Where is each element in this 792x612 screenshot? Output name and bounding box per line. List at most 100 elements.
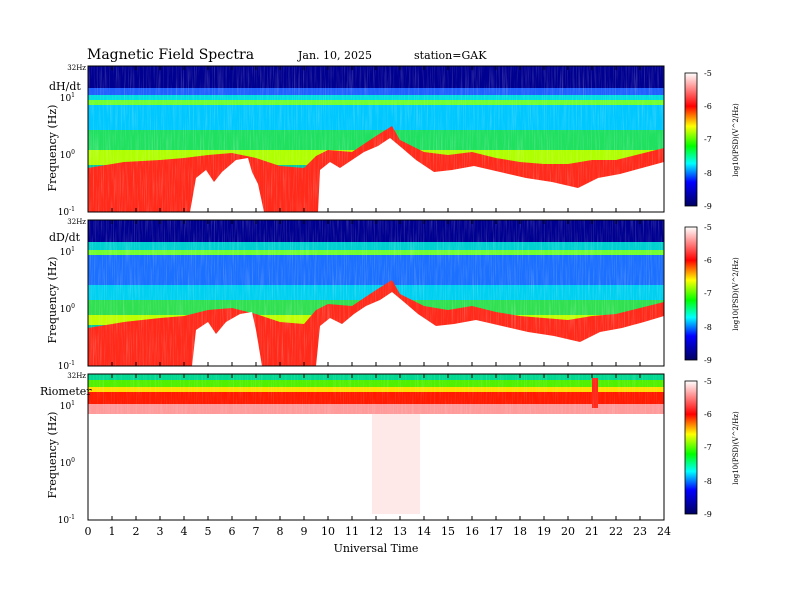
station-label: station=GAK [414,49,487,62]
ytick-10p1-dhdt: 101 [60,92,75,104]
x-tick-label: 7 [253,525,260,538]
x-axis-title: Universal Time [334,542,419,555]
colorbar-dddt-label: log10(PSD)(V^2/Hz) [732,257,740,331]
ytick-base: 10 [60,94,72,104]
ytick-10p0-dddt: 100 [60,303,75,315]
colorbar-dhdt: -5 -6 -7 -8 -9 log10(PSD)(V^2/Hz) [684,69,740,211]
ytick-exp: -1 [69,206,75,213]
ytick-base: 10 [58,516,70,526]
ytick-base: 10 [60,248,72,258]
x-tick-label: 17 [489,525,503,538]
ylabel-top-riometer: 32Hz [67,372,86,380]
colorbar-dhdt-tick-m8: -8 [704,169,712,178]
x-tick-label: 16 [465,525,479,538]
colorbar-riometer-tick-m9: -9 [704,510,712,519]
colorbar-dddt-tick-m9: -9 [704,356,712,365]
x-tick-label: 5 [205,525,212,538]
ylabel-dddt: Frequency (Hz) [46,257,59,344]
colorbar-dddt-scale [684,226,698,361]
x-axis-ticks: 0 1 2 3 4 5 6 7 8 9 10 11 12 13 14 15 16 17 18 19 20 21 22 23 24 [85,66,671,538]
panel-dhdt: dH/dt 32Hz 101 100 10-1 Frequency (Hz) [46,64,665,218]
colorbar-riometer-tick-m5: -5 [704,377,712,386]
x-tick-label: 10 [321,525,335,538]
x-tick-label: 3 [157,525,164,538]
storm-streaks-riometer [372,414,420,514]
ylabel-riometer: Frequency (Hz) [46,412,59,499]
colorbar-dhdt-tick-m9: -9 [704,202,712,211]
ytick-exp: 0 [71,457,75,464]
x-tick-label: 19 [537,525,551,538]
x-tick-label: 13 [393,525,407,538]
colorbar-riometer-tick-m7: -7 [704,443,712,452]
colorbar-riometer-scale [684,380,698,515]
ytick-exp: 0 [71,149,75,156]
ytick-exp: 0 [71,303,75,310]
spectrogram-dhdt [88,66,664,212]
colorbar-riometer-tick-m6: -6 [704,410,712,419]
x-tick-label: 24 [657,525,671,538]
panel-riometer: Riometer 32Hz 101 100 10-1 Frequency (Hz… [40,372,665,526]
date-label: Jan. 10, 2025 [297,49,372,62]
colorbar-riometer-tick-m8: -8 [704,477,712,486]
colorbar-dhdt-label: log10(PSD)(V^2/Hz) [732,103,740,177]
ytick-base: 10 [60,305,72,315]
colorbar-dddt-tick-m8: -8 [704,323,712,332]
ytick-exp: -1 [69,360,75,367]
ylabel-top-dhdt: 32Hz [67,64,86,72]
x-tick-label: 12 [369,525,383,538]
colorbar-dhdt-tick-m5: -5 [704,69,712,78]
ytick-10p0-dhdt: 100 [60,149,75,161]
panel-label-dddt: dD/dt [49,231,81,244]
colorbar-dddt: -5 -6 -7 -8 -9 log10(PSD)(V^2/Hz) [684,223,740,365]
colorbar-dhdt-scale [684,72,698,207]
ylabel-dhdt: Frequency (Hz) [46,105,59,192]
spectrogram-dddt [88,220,664,366]
x-tick-label: 21 [585,525,599,538]
ytick-10m1-dddt: 10-1 [58,360,75,372]
colorbar-riometer: -5 -6 -7 -8 -9 log10(PSD)(V^2/Hz) [684,377,740,519]
ytick-base: 10 [60,151,72,161]
panel-dddt: dD/dt 32Hz 101 100 10-1 Frequency (Hz) [46,218,665,372]
colorbar-dddt-tick-m5: -5 [704,223,712,232]
speckle-dhdt [88,66,664,212]
x-tick-label: 1 [109,525,116,538]
x-tick-label: 18 [513,525,527,538]
colorbar-dhdt-tick-m7: -7 [704,135,712,144]
figure-title: Magnetic Field Spectra [87,47,254,63]
spectrogram-riometer [88,374,664,520]
colorbar-riometer-label: log10(PSD)(V^2/Hz) [732,411,740,485]
ytick-10m1-dhdt: 10-1 [58,206,75,218]
x-tick-label: 8 [277,525,284,538]
x-tick-label: 22 [609,525,623,538]
x-tick-label: 15 [441,525,455,538]
ylabel-top-dddt: 32Hz [67,218,86,226]
ytick-exp: 1 [71,400,75,407]
colorbar-dddt-tick-m7: -7 [704,289,712,298]
x-tick-label: 20 [561,525,575,538]
ytick-10p0-riometer: 100 [60,457,75,469]
colorbar-dhdt-tick-m6: -6 [704,102,712,111]
ytick-base: 10 [58,362,70,372]
x-tick-label: 23 [633,525,647,538]
ytick-base: 10 [58,208,70,218]
colorbar-dddt-tick-m6: -6 [704,256,712,265]
speckle-dddt [88,220,664,366]
x-tick-label: 4 [181,525,188,538]
ytick-10p1-riometer: 101 [60,400,75,412]
ytick-base: 10 [60,459,72,469]
ytick-10m1-riometer: 10-1 [58,514,75,526]
x-tick-label: 0 [85,525,92,538]
ytick-exp: 1 [71,92,75,99]
x-tick-label: 9 [301,525,308,538]
panel-label-dhdt: dH/dt [49,80,81,93]
panel-label-riometer: Riometer [40,385,92,398]
x-tick-label: 2 [133,525,140,538]
ytick-exp: -1 [69,514,75,521]
ytick-base: 10 [60,402,72,412]
x-tick-label: 11 [345,525,359,538]
ytick-10p1-dddt: 101 [60,246,75,258]
speckle-riometer [88,374,664,414]
x-tick-label: 14 [417,525,431,538]
ytick-exp: 1 [71,246,75,253]
